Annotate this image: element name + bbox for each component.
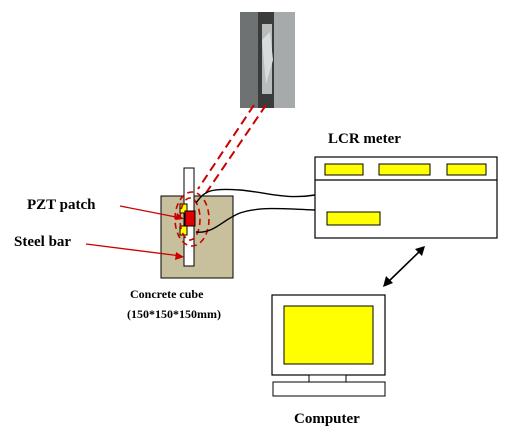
- computer-stand: [308, 374, 347, 383]
- steel-bar-label: Steel bar: [14, 234, 72, 250]
- concrete-cube-dimensions: (150*150*150mm): [127, 307, 221, 321]
- photo-inset: [240, 12, 295, 108]
- computer: [271, 294, 386, 397]
- photo-leader-lines: [197, 104, 267, 194]
- pzt-patch: [184, 210, 196, 227]
- lcr-display-2: [378, 163, 431, 176]
- steel-bar-arrow: [85, 243, 184, 260]
- pzt-patch-label: PZT patch: [27, 197, 96, 213]
- computer-screen: [283, 305, 374, 365]
- double-arrow-icon: [383, 246, 425, 287]
- computer-label: Computer: [294, 411, 360, 427]
- concrete-cube-label: Concrete cube: [130, 287, 204, 301]
- pzt-patch-arrow: [119, 205, 184, 220]
- lcr-display-4: [326, 211, 381, 226]
- lcr-meter-label: LCR meter: [328, 131, 401, 147]
- lcr-meter: [314, 156, 498, 239]
- connection-cables: [195, 188, 316, 233]
- lcr-display-3: [446, 163, 487, 176]
- concrete-cube: [160, 195, 234, 279]
- pzt-highlight-inner: [179, 197, 201, 241]
- lcr-display-1: [324, 163, 364, 176]
- pzt-highlight-outer: [174, 191, 210, 247]
- computer-keyboard: [272, 381, 386, 397]
